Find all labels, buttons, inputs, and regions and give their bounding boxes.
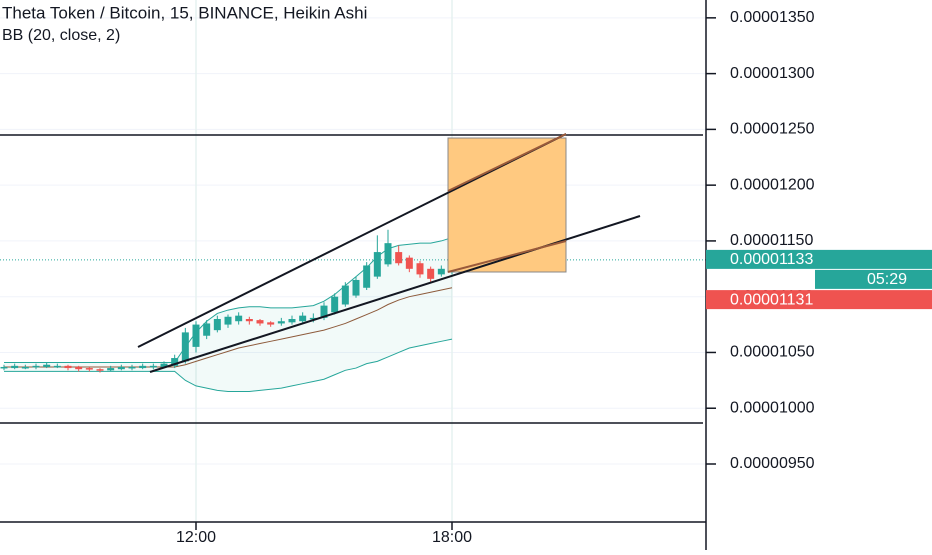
y-tick-label: 0.00001050	[730, 344, 815, 361]
candle-body	[224, 316, 232, 325]
candle-body	[320, 305, 328, 318]
y-tick-label: 0.00000950	[730, 455, 815, 472]
candle-body	[203, 323, 211, 336]
candle-body	[149, 365, 157, 368]
candle-body	[363, 265, 371, 288]
candle-body	[75, 366, 83, 370]
candle-body	[32, 365, 40, 368]
trend-line-overlap	[447, 240, 567, 273]
candle-body	[288, 319, 296, 323]
y-tick-label: 0.00001300	[730, 65, 815, 82]
price-tag-label: 0.00001133	[730, 251, 813, 268]
x-tick-label: 18:00	[432, 529, 472, 546]
price-tag	[706, 249, 932, 269]
grid-layer	[0, 0, 706, 522]
candle-body	[384, 243, 392, 265]
candle-body	[96, 369, 104, 371]
axes-layer: 0.00001350 0.00001300 0.00001250 0.00001200…	[176, 9, 932, 546]
y-tick-label: 0.00001250	[730, 121, 815, 138]
candle-body	[139, 365, 147, 369]
candle-body	[160, 363, 168, 367]
time-axis-panel	[0, 522, 932, 550]
candle-body	[245, 319, 253, 322]
countdown-label: 05:29	[867, 271, 907, 288]
target-box	[447, 137, 567, 273]
candle-body	[171, 358, 179, 366]
candle-body	[0, 366, 8, 369]
candle-body	[341, 285, 349, 305]
candle-body	[64, 365, 72, 369]
candle-body	[85, 368, 93, 370]
candle-body	[267, 322, 275, 325]
countdown-tag	[815, 269, 932, 289]
candle-body	[277, 321, 285, 324]
price-tag-label: 0.00001131	[730, 291, 813, 308]
candle-body	[437, 268, 445, 275]
candle-body	[405, 257, 413, 269]
candle-body	[352, 279, 360, 296]
y-tick-label: 0.00001200	[730, 176, 815, 193]
candle-body	[309, 317, 317, 320]
candle-body	[43, 364, 51, 367]
price-tag	[706, 290, 932, 310]
x-tick-label: 12:00	[176, 529, 216, 546]
y-tick-label: 0.00001150	[730, 232, 813, 249]
candle-body	[373, 252, 381, 277]
chart-title: Theta Token / Bitcoin, 15, BINANCE, Heik…	[2, 3, 367, 22]
y-tick-label: 0.00001000	[730, 399, 815, 416]
candle-body	[21, 366, 29, 369]
candle-body	[11, 365, 19, 369]
candle-body	[53, 365, 61, 368]
y-tick-label: 0.00001350	[730, 9, 815, 26]
trend-line-overlap	[447, 133, 567, 192]
candle-body	[235, 315, 243, 322]
candle-body	[395, 252, 403, 264]
candle-body	[128, 366, 136, 369]
candle-body	[256, 320, 264, 324]
indicator-label: BB (20, close, 2)	[2, 27, 120, 44]
plot-layer	[0, 229, 706, 392]
candle-body	[331, 296, 339, 313]
candle-body	[192, 324, 200, 347]
candle-body	[213, 319, 221, 331]
candle-body	[299, 315, 307, 322]
candle-body	[117, 366, 125, 370]
candle-body	[107, 368, 115, 371]
candle-body	[181, 332, 189, 362]
candle-body	[416, 263, 424, 275]
candle-body	[427, 268, 435, 279]
